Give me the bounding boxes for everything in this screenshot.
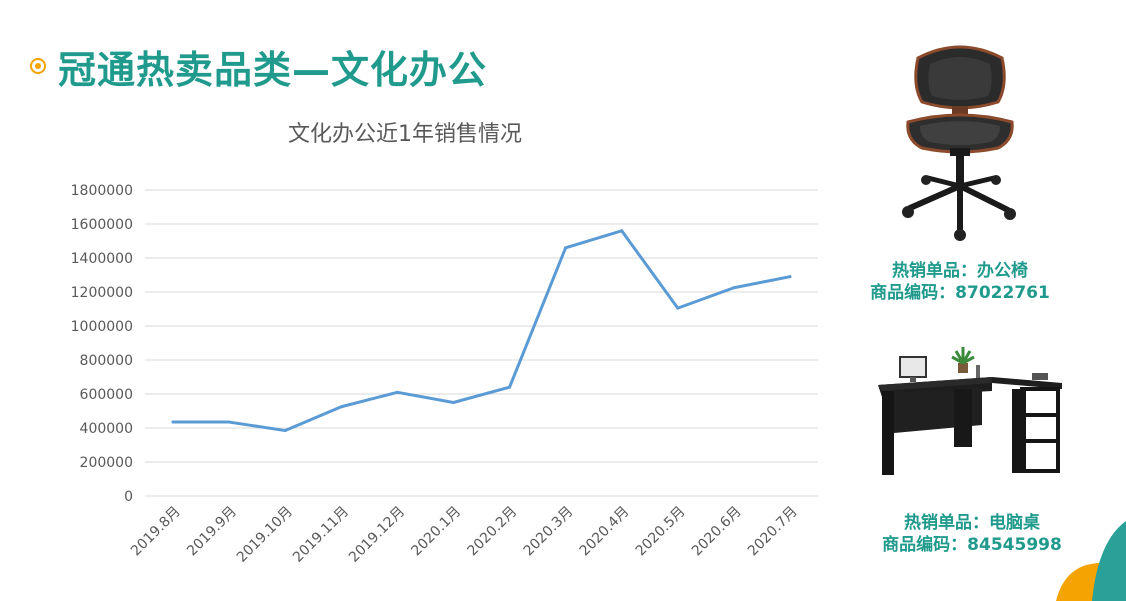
- product-chair-code: 商品编码：87022761: [870, 283, 1050, 303]
- series-line: [171, 229, 792, 433]
- x-tick-label: 2019.10月: [234, 504, 296, 566]
- corner-decoration: [1056, 521, 1126, 601]
- page-title: 冠通热卖品类—文化办公: [58, 47, 488, 92]
- data-point: [451, 401, 455, 404]
- bullet-icon: [30, 58, 46, 74]
- x-tick-label: 2020.6月: [689, 504, 745, 560]
- data-point: [339, 405, 343, 409]
- x-tick-label: 2020.2月: [465, 504, 521, 560]
- x-tick-label: 2019.8月: [128, 504, 184, 560]
- x-tick-label: 2020.7月: [745, 504, 801, 560]
- product-desk-code: 商品编码：84545998: [882, 535, 1062, 555]
- y-tick-label: 1800000: [71, 183, 133, 199]
- x-tick-label: 2019.9月: [184, 504, 240, 560]
- data-point: [227, 420, 231, 424]
- data-point: [564, 246, 568, 250]
- data-point: [732, 286, 736, 290]
- product-desk-label: 热销单品：电脑桌 商品编码：84545998: [852, 512, 1092, 556]
- y-tick-label: 1400000: [71, 251, 133, 267]
- data-point: [508, 385, 512, 389]
- y-tick-label: 1200000: [71, 285, 133, 301]
- line-chart: 0 200000 400000 600000 800000 1000000 1200000 1…: [71, 183, 818, 566]
- computer-desk-image: [878, 347, 1062, 475]
- data-point: [395, 390, 399, 394]
- data-point: [788, 275, 792, 279]
- y-tick-label: 600000: [80, 387, 133, 403]
- chart-title: 文化办公近1年销售情况: [288, 122, 522, 147]
- data-point: [676, 306, 680, 310]
- x-tick-label: 2019.12月: [346, 504, 408, 566]
- y-tick-label: 0: [124, 489, 133, 505]
- x-tick-label: 2020.5月: [633, 504, 689, 560]
- product-chair-name: 热销单品：办公椅: [892, 261, 1028, 281]
- data-point: [620, 229, 624, 233]
- x-tick-label: 2020.1月: [408, 504, 464, 560]
- x-tick-label: 2020.4月: [577, 504, 633, 560]
- office-chair-image: [902, 45, 1016, 241]
- x-tick-label: 2020.3月: [521, 504, 577, 560]
- x-tick-label: 2019.11月: [290, 504, 352, 566]
- product-desk-name: 热销单品：电脑桌: [904, 513, 1040, 533]
- y-tick-label: 1000000: [71, 319, 133, 335]
- data-point: [171, 420, 175, 424]
- y-tick-label: 200000: [80, 455, 133, 471]
- y-tick-label: 800000: [80, 353, 133, 369]
- y-tick-label: 1600000: [71, 217, 133, 233]
- title-row: 冠通热卖品类—文化办公: [30, 38, 487, 94]
- data-point: [283, 429, 287, 433]
- y-tick-label: 400000: [80, 421, 133, 437]
- product-chair-label: 热销单品：办公椅 商品编码：87022761: [840, 260, 1080, 304]
